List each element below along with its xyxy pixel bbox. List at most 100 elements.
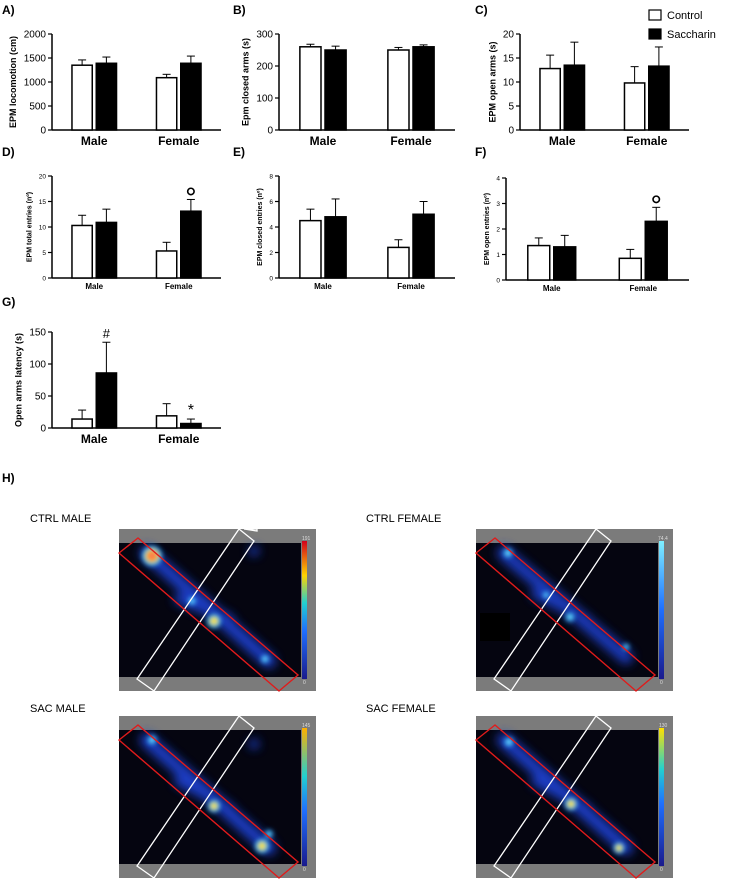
x-tick-label: Female (626, 134, 668, 148)
bar-saccharin-male (324, 216, 347, 279)
legend-swatch-control (648, 9, 662, 21)
y-tick-label: 0 (40, 126, 46, 137)
heatmap-label-ctrl-female: CTRL FEMALE (366, 513, 441, 525)
legend-label-control: Control (667, 10, 702, 22)
y-tick-label: 4 (269, 224, 273, 231)
bar-control-male (299, 46, 322, 131)
x-tick-label: Male (543, 284, 561, 293)
y-tick-label: 4 (496, 175, 500, 182)
x-tick-label: Male (549, 134, 576, 148)
chart-d-total-entries: D) 0 5 10 15 20 EPM total entries (nº) Male Fema… (2, 145, 221, 291)
heatmap-label-ctrl-male: CTRL MALE (30, 513, 91, 525)
y-tick-label: 2000 (24, 30, 47, 41)
x-tick-label: Female (165, 282, 193, 291)
bar-control-female (387, 49, 410, 131)
bar-saccharin-female (644, 220, 668, 281)
bar-saccharin-male (95, 372, 118, 429)
bar-control-female (623, 82, 646, 131)
y-axis-label: EPM closed entries (nº) (257, 188, 264, 266)
legend-swatch-saccharin (648, 28, 662, 40)
x-tick-label: Male (81, 432, 108, 446)
x-tick-label: Female (397, 282, 425, 291)
chart-g-open-arms-latency: G) 0 50 100 150 Open arms latency (s) Male Fema… (2, 295, 221, 446)
x-tick-label: Female (158, 134, 200, 148)
y-axis-label: EPM open entries (nº) (484, 193, 491, 265)
y-tick-label: 20 (503, 30, 515, 41)
bar-saccharin-female (180, 422, 202, 429)
scale-min: 0 (303, 867, 306, 873)
y-tick-label: 300 (256, 30, 273, 41)
x-tick-label: Male (81, 134, 108, 148)
y-tick-label: 10 (39, 224, 47, 231)
scale-max: 74.4 (658, 536, 668, 542)
chart-f-open-entries: F) 0 1 2 3 4 EPM open entries (nº) Male Female (475, 145, 689, 293)
bar-control-female (618, 257, 642, 281)
scale-min: 0 (303, 680, 306, 686)
scale-max: 145 (302, 723, 311, 729)
panel-label: G) (2, 295, 15, 309)
scale-min: 0 (660, 867, 663, 873)
y-tick-label: 0 (508, 126, 514, 137)
y-axis-label: Epm closed arms (s) (241, 38, 251, 126)
bar-control-female (155, 76, 178, 131)
x-tick-label: Male (314, 282, 332, 291)
heatmap-ctrl-male: 191 0 (117, 528, 316, 692)
x-tick-label: Male (310, 134, 337, 148)
x-tick-label: Female (629, 284, 657, 293)
bar-control-female (155, 250, 178, 279)
legend: Control Saccharin (648, 9, 716, 41)
x-tick-label: Male (85, 282, 103, 291)
annotation-text: # (103, 326, 111, 341)
bar-control-female (155, 415, 178, 429)
heatmap-label-sac-female: SAC FEMALE (366, 703, 436, 715)
bar-control-male (527, 244, 551, 281)
y-tick-label: 0 (42, 275, 46, 282)
y-tick-label: 2 (269, 250, 273, 257)
bar-saccharin-male (553, 246, 577, 281)
legend-label-saccharin: Saccharin (667, 29, 716, 41)
chart-e-closed-entries: E) 0 2 4 6 8 EPM closed entries (nº) Male Female (233, 145, 455, 291)
y-axis-label: Open arms latency (s) (14, 333, 24, 427)
y-tick-label: 500 (29, 102, 46, 113)
y-axis-label: EPM open arms (s) (487, 41, 497, 122)
chart-b-closed-arms: B) 0 100 200 300 Epm closed arms (s) Male Femal… (233, 3, 455, 148)
y-tick-label: 1000 (24, 78, 47, 89)
y-tick-label: 100 (256, 94, 273, 105)
y-tick-label: 50 (35, 392, 47, 403)
y-tick-label: 0 (496, 277, 500, 284)
heatmap-sac-male: 145 0 (117, 715, 316, 879)
heatmap-ctrl-female: 74.4 0 (474, 528, 673, 692)
y-tick-label: 20 (39, 173, 47, 180)
bar-control-male (299, 219, 322, 279)
y-tick-label: 0 (40, 424, 46, 435)
y-tick-label: 0 (267, 126, 273, 137)
panel-label: B) (233, 3, 246, 17)
panel-label: A) (2, 3, 15, 17)
bar-saccharin-female (412, 46, 435, 131)
bar-saccharin-female (180, 62, 202, 131)
bar-control-male (539, 67, 561, 131)
y-tick-label: 15 (39, 199, 47, 206)
bar-control-male (71, 224, 94, 279)
bar-saccharin-female (180, 210, 202, 279)
bar-control-female (387, 246, 410, 279)
y-axis-label: EPM locomotion (cm) (8, 36, 18, 128)
y-tick-label: 1 (496, 252, 500, 259)
y-tick-label: 200 (256, 62, 273, 73)
annotation-circle (186, 187, 195, 196)
y-tick-label: 5 (508, 102, 514, 113)
bar-control-male (71, 418, 94, 429)
bar-saccharin-male (95, 221, 118, 279)
y-tick-label: 1500 (24, 54, 47, 65)
chart-c-open-arms: C) 0 5 10 15 20 EPM open arms (s) Male Female (475, 3, 689, 148)
bar-control-male (71, 64, 94, 131)
bar-saccharin-male (95, 62, 118, 131)
y-axis-label: EPM total entries (nº) (26, 192, 33, 262)
scale-max: 191 (302, 536, 311, 542)
panel-label: D) (2, 145, 15, 159)
y-tick-label: 15 (503, 54, 515, 65)
x-tick-label: Female (158, 432, 200, 446)
panel-label: C) (475, 3, 488, 17)
scale-max: 130 (659, 723, 668, 729)
